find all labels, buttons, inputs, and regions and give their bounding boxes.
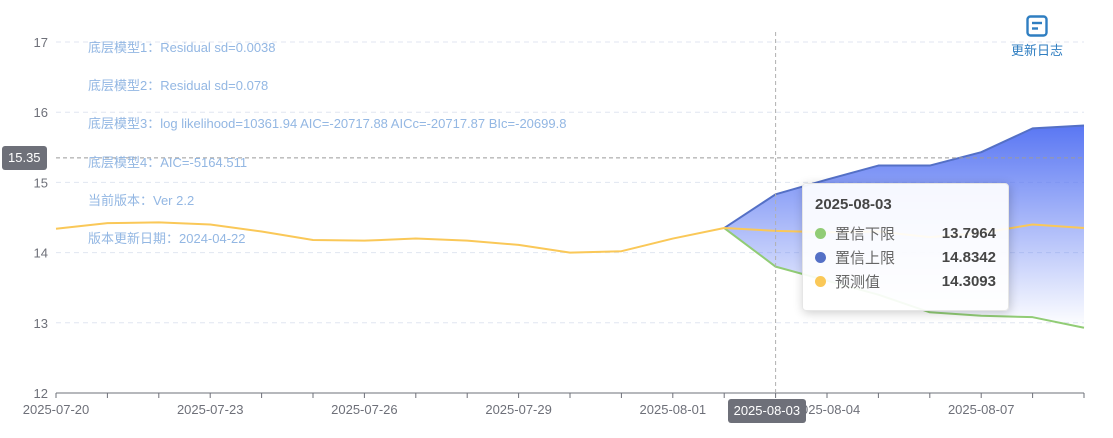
tooltip-row-lower: 置信下限 13.7964 [815, 221, 996, 245]
tooltip-row-forecast: 预测值 14.3093 [815, 269, 996, 293]
axis-pointer [56, 32, 1084, 393]
note-model-4: 底层模型4：AIC=-5164.511 [88, 155, 248, 170]
y-tick-label-15: 15 [34, 175, 48, 190]
changelog-label: 更新日志 [1010, 43, 1063, 58]
tooltip-row-upper: 置信上限 14.8342 [815, 245, 996, 269]
changelog-button[interactable]: 更新日志 [1003, 14, 1071, 59]
y-tick-label-17: 17 [34, 35, 48, 50]
tooltip-name-forecast: 预测值 [835, 273, 881, 291]
x-tick-label-2025-07-23: 2025-07-23 [177, 402, 244, 417]
tooltip-dot-forecast [815, 275, 826, 287]
x-tick-label-2025-07-29: 2025-07-29 [485, 402, 552, 417]
note-model-3: 底层模型3：log likelihood=10361.94 AIC=-20717… [88, 116, 567, 131]
note-version: 当前版本：Ver 2.2 [88, 193, 195, 208]
note-release-date: 版本更新日期：2024-04-22 [88, 231, 246, 246]
y-tick-label-14: 14 [34, 246, 48, 261]
y-tick-label-12: 12 [34, 386, 48, 401]
y-tick-label-13: 13 [34, 316, 48, 331]
tooltip: 2025-08-03 置信下限 13.7964 置信上限 14.8342 预测值… [802, 183, 1009, 311]
note-model-1: 底层模型1：Residual sd=0.0038 [88, 40, 276, 55]
tooltip-value-forecast: 14.3093 [941, 272, 996, 290]
tooltip-value-lower: 13.7964 [941, 224, 996, 242]
x-tick-label-2025-07-26: 2025-07-26 [331, 402, 398, 417]
series-line-upper [723, 124, 1085, 229]
x-tick-label-2025-08-07: 2025-08-07 [948, 402, 1015, 417]
x-tick-label-2025-07-20: 2025-07-20 [23, 402, 90, 417]
tooltip-name-lower: 置信下限 [835, 225, 896, 243]
note-model-2: 底层模型2：Residual sd=0.078 [88, 78, 269, 93]
axis-pointer-x-label: 2025-08-03 [727, 399, 807, 423]
tooltip-name-upper: 置信上限 [835, 249, 896, 267]
axis-pointer-y-label: 15.35 [2, 145, 47, 170]
tooltip-dot-lower [815, 227, 826, 239]
y-tick-label-16: 16 [34, 105, 48, 120]
tooltip-value-upper: 14.8342 [941, 248, 996, 266]
x-tick-label-2025-08-01: 2025-08-01 [640, 402, 707, 417]
x-tick-label-2025-08-04: 2025-08-04 [794, 402, 861, 417]
tooltip-title: 2025-08-03 [815, 196, 892, 213]
document-icon [1026, 15, 1048, 37]
axes: 12 13 14 15 16 17 2025-07-20 2025-07-23 2025-07-… [23, 35, 1085, 417]
tooltip-dot-upper [815, 251, 826, 263]
